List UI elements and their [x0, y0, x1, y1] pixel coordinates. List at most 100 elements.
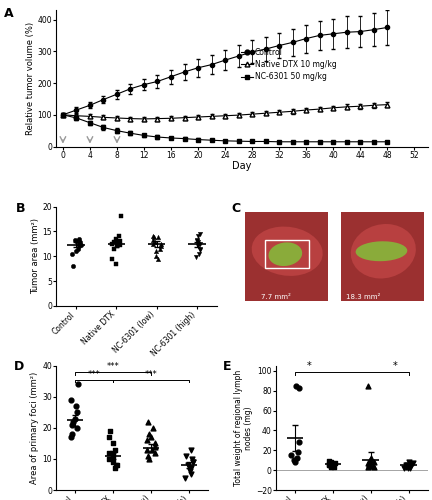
- Point: [327, 461, 334, 469]
- Text: 18.3 mm²: 18.3 mm²: [346, 294, 381, 300]
- Point: [331, 459, 338, 467]
- Point: [325, 461, 332, 469]
- Point: [293, 454, 300, 462]
- Point: [369, 462, 376, 470]
- Point: [366, 460, 373, 468]
- Point: [111, 238, 118, 246]
- Point: [194, 238, 200, 246]
- Point: [325, 460, 332, 468]
- Point: [143, 446, 150, 454]
- Bar: [265, 240, 309, 268]
- Point: [69, 418, 76, 426]
- Point: [150, 232, 157, 240]
- Point: [109, 440, 116, 448]
- Point: [152, 252, 159, 260]
- Point: [154, 234, 161, 241]
- Point: [371, 458, 378, 466]
- Point: [190, 458, 197, 466]
- Text: E: E: [223, 360, 232, 372]
- Point: [365, 463, 372, 471]
- Point: [188, 455, 195, 463]
- Ellipse shape: [252, 226, 323, 276]
- Point: [295, 438, 302, 446]
- Point: [68, 433, 75, 441]
- Point: [195, 232, 202, 240]
- Point: [194, 238, 201, 246]
- Point: [364, 459, 371, 467]
- Ellipse shape: [269, 242, 302, 266]
- Point: [152, 247, 159, 255]
- Point: [149, 240, 156, 248]
- Point: [331, 463, 338, 471]
- Point: [76, 238, 83, 246]
- Point: [150, 236, 157, 244]
- Point: [365, 461, 372, 469]
- Point: [194, 240, 201, 248]
- Point: [69, 250, 76, 258]
- Point: [365, 382, 372, 390]
- Point: [407, 464, 413, 472]
- Point: [145, 430, 152, 438]
- Point: [367, 456, 374, 464]
- Point: [69, 430, 76, 438]
- Point: [108, 254, 115, 262]
- Legend: Control, Native DTX 10 mg/kg, NC-6301 50 mg/kg: Control, Native DTX 10 mg/kg, NC-6301 50…: [238, 45, 340, 84]
- Point: [327, 458, 334, 466]
- Point: [115, 232, 122, 240]
- Point: [197, 240, 203, 248]
- Point: [144, 452, 151, 460]
- Point: [111, 446, 118, 454]
- Point: [76, 240, 83, 248]
- Text: C: C: [232, 202, 241, 214]
- Point: [325, 457, 332, 465]
- Point: [157, 245, 164, 253]
- Point: [149, 424, 156, 432]
- Point: [117, 242, 124, 250]
- Ellipse shape: [356, 242, 407, 261]
- Point: [181, 474, 188, 482]
- Point: [196, 246, 203, 254]
- Point: [404, 463, 411, 471]
- Point: [152, 449, 159, 457]
- Text: ***: ***: [107, 362, 119, 372]
- Point: [196, 250, 203, 258]
- Point: [185, 461, 192, 469]
- Point: [404, 464, 411, 472]
- Point: [292, 382, 299, 390]
- Point: [110, 245, 117, 253]
- Point: [401, 464, 408, 472]
- Point: [105, 455, 112, 463]
- Point: [74, 408, 81, 416]
- Text: 7.7 mm²: 7.7 mm²: [261, 294, 291, 300]
- Point: [194, 236, 200, 244]
- Point: [190, 458, 197, 466]
- X-axis label: Day: Day: [232, 161, 251, 171]
- Text: ***: ***: [145, 370, 157, 379]
- Point: [408, 460, 415, 468]
- Point: [112, 235, 119, 243]
- Text: *: *: [306, 362, 311, 372]
- Point: [188, 446, 195, 454]
- Point: [105, 433, 112, 441]
- Point: [107, 427, 114, 435]
- Text: D: D: [14, 360, 24, 372]
- Point: [410, 459, 416, 467]
- Point: [183, 452, 190, 460]
- Point: [144, 418, 151, 426]
- Point: [76, 242, 83, 250]
- Point: [151, 442, 158, 450]
- Point: [72, 238, 79, 246]
- Point: [370, 463, 377, 471]
- Point: [295, 448, 302, 456]
- Point: [109, 452, 116, 460]
- Point: [196, 230, 203, 238]
- Point: [194, 242, 201, 250]
- Point: [367, 454, 374, 462]
- Point: [109, 458, 116, 466]
- Point: [327, 462, 334, 470]
- Y-axis label: Total weight of regional lymph
nodes (mg): Total weight of regional lymph nodes (mg…: [234, 370, 253, 486]
- Point: [292, 458, 299, 466]
- Point: [72, 414, 79, 422]
- Point: [158, 242, 165, 250]
- Point: [402, 463, 409, 471]
